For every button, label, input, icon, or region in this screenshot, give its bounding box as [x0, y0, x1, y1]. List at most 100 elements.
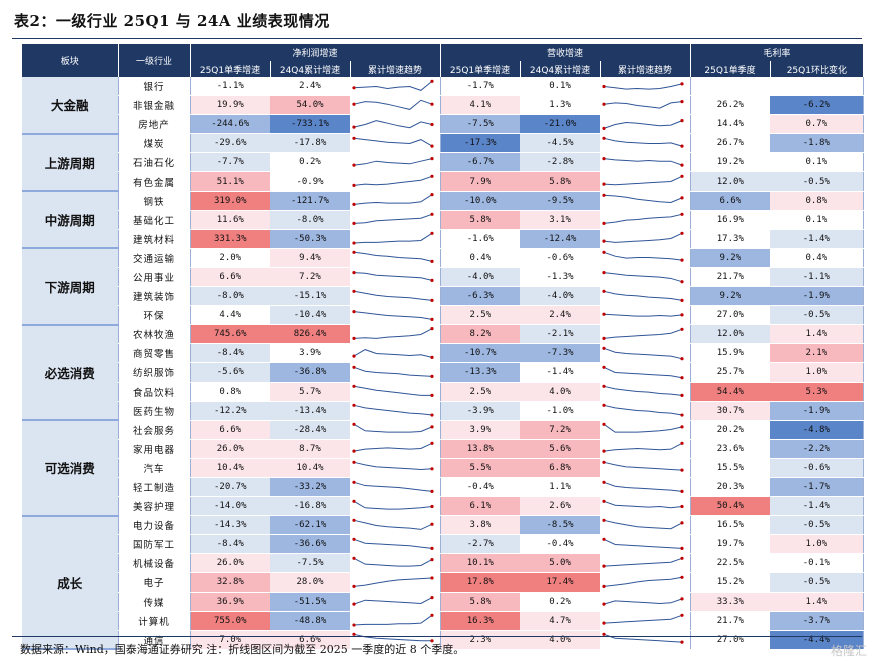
trend-line [603, 100, 683, 109]
trend-line [604, 557, 683, 567]
gross-margin-change: -4.8% [770, 420, 864, 440]
table-row: 有色金属 51.1% -0.9% 7.9% 5.8% 12.0% -0.5% [22, 171, 864, 192]
revenue-trend-cell [600, 152, 691, 173]
revenue-trend-cell [600, 611, 691, 631]
revenue-trend-sparkline [602, 403, 684, 417]
trend-line [353, 194, 433, 206]
industry-name: 美容护理 [117, 496, 190, 517]
trend-line [353, 481, 433, 492]
trend-line [603, 119, 683, 129]
trend-line [353, 366, 433, 377]
trend-endpoint [430, 279, 434, 283]
trend-line [603, 538, 683, 549]
trend-line [604, 194, 683, 204]
trend-endpoint [680, 99, 684, 103]
revenue-q-growth: 5.8% [439, 210, 521, 230]
revenue-cum-growth: -8.5% [520, 515, 601, 536]
trend-endpoint [602, 102, 606, 106]
profit-cum-growth: 28.0% [270, 572, 350, 593]
gross-margin-change: -4.4% [770, 630, 864, 650]
trend-endpoint [352, 354, 356, 358]
revenue-cum-growth: -4.5% [520, 133, 601, 154]
profit-q-growth: 6.6% [189, 420, 270, 440]
trend-line [353, 99, 433, 110]
trend-endpoint [352, 537, 356, 541]
trend-line [353, 597, 433, 605]
gross-margin-q: 54.4% [689, 382, 771, 402]
trend-line [603, 598, 683, 605]
profit-trend-cell [350, 572, 441, 593]
revenue-cum-growth: 5.8% [520, 171, 601, 192]
revenue-q-growth: -6.3% [439, 286, 521, 307]
trend-endpoint [680, 425, 684, 429]
revenue-trend-cell [600, 267, 691, 288]
trend-endpoint [352, 518, 356, 522]
profit-trend-sparkline [352, 442, 434, 454]
trend-endpoint [430, 639, 434, 643]
revenue-q-growth: 5.8% [439, 592, 521, 612]
revenue-trend-sparkline [602, 312, 684, 317]
trend-line [353, 500, 433, 510]
profit-trend-cell [350, 401, 441, 421]
profit-trend-sparkline [352, 365, 434, 378]
trend-endpoint [680, 546, 684, 550]
profit-trend-sparkline [352, 193, 434, 207]
trend-line [604, 614, 683, 624]
industry-name: 商贸零售 [117, 343, 190, 364]
revenue-q-growth: 3.8% [439, 515, 521, 536]
trend-endpoint [430, 413, 434, 417]
trend-line [353, 348, 433, 358]
profit-trend-cell [350, 229, 441, 249]
profit-cum-growth: -16.8% [270, 496, 350, 517]
gross-margin-q: 16.9% [689, 210, 771, 230]
header-profit-q: 25Q1单季增速 [189, 61, 270, 77]
table-row: 纺织服饰 -5.6% -36.8% -13.3% -1.4% 25.7% 1.0% [22, 362, 864, 383]
industry-name: 公用事业 [117, 267, 190, 288]
industry-name: 非银金融 [117, 95, 190, 116]
gross-margin-change: -2.2% [770, 439, 864, 459]
profit-cum-growth: -13.4% [270, 401, 350, 421]
gross-margin-change: 0.1% [770, 152, 864, 173]
profit-trend-sparkline [352, 613, 434, 627]
profit-trend-sparkline [352, 461, 434, 471]
trend-endpoint [430, 79, 434, 83]
trend-line [604, 175, 683, 186]
profit-cum-growth: -10.4% [270, 305, 350, 326]
trend-endpoint [430, 489, 434, 493]
bottom-rule [12, 636, 862, 637]
revenue-trend-sparkline [602, 174, 684, 186]
industry-name: 基础化工 [117, 210, 190, 230]
revenue-trend-sparkline [602, 613, 684, 625]
revenue-cum-growth: -0.6% [520, 248, 601, 268]
trend-line [603, 252, 683, 261]
industry-name: 电子 [117, 572, 190, 593]
revenue-q-growth: 4.1% [439, 95, 521, 116]
revenue-cum-growth: 7.2% [520, 420, 601, 440]
revenue-trend-cell [600, 133, 691, 154]
gross-margin-q: 30.7% [689, 401, 771, 421]
table-row: 公用事业 6.6% 7.2% -4.0% -1.3% 21.7% -1.1% [22, 267, 864, 288]
industry-name: 通信 [117, 630, 190, 650]
industry-name: 环保 [117, 305, 190, 326]
revenue-trend-cell [600, 77, 691, 97]
industry-name: 煤炭 [117, 133, 190, 154]
trend-line [353, 557, 433, 567]
gross-margin-q: 6.6% [689, 191, 771, 211]
trend-endpoint [352, 384, 356, 388]
trend-line [353, 577, 433, 587]
header-profit-group: 净利润增速 [189, 44, 441, 61]
revenue-cum-growth: -1.3% [520, 267, 601, 288]
gross-margin-change: -1.8% [770, 133, 864, 154]
revenue-trend-cell [600, 553, 691, 574]
trend-line [603, 500, 683, 508]
revenue-q-growth: -13.3% [439, 362, 521, 383]
profit-q-growth: -14.0% [189, 496, 270, 517]
revenue-q-growth: -10.7% [439, 343, 521, 364]
profit-trend-cell [350, 611, 441, 631]
profit-q-growth: 2.0% [189, 248, 270, 268]
table-row: 食品饮料 0.8% 5.7% 2.5% 4.0% 54.4% 5.3% [22, 382, 864, 402]
profit-cum-growth: 3.9% [270, 343, 350, 364]
trend-endpoint [680, 163, 684, 167]
trend-endpoint [602, 461, 606, 465]
trend-endpoint [680, 413, 684, 417]
